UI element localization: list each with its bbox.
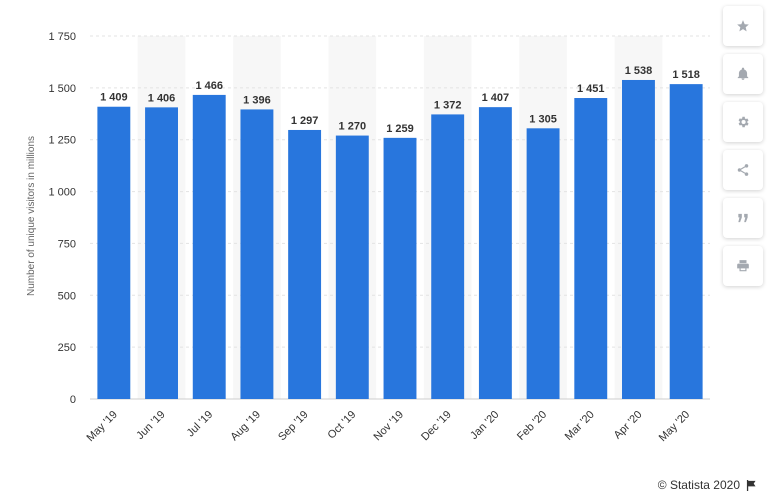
x-tick-label: Jun '19 xyxy=(134,409,167,442)
data-labels: 1 409 1 406 1 466 1 396 1 297 1 270 1 259 1 372… xyxy=(100,65,700,135)
bar[interactable] xyxy=(97,106,131,399)
y-tick-label: 0 xyxy=(70,394,76,406)
flag-icon xyxy=(746,479,756,491)
y-tick-label: 1 000 xyxy=(48,187,76,199)
x-tick-label: May '19 xyxy=(84,409,119,444)
quote-icon xyxy=(738,213,748,223)
bar-value-label: 1 259 xyxy=(386,123,414,135)
y-tick-label: 500 xyxy=(58,290,76,302)
bar[interactable] xyxy=(383,137,417,400)
bars xyxy=(97,79,703,400)
bar-value-label: 1 518 xyxy=(672,69,700,81)
x-tick-label: Mar '20 xyxy=(563,409,597,443)
bar-value-label: 1 270 xyxy=(339,121,367,133)
bar-value-label: 1 407 xyxy=(482,92,510,104)
star-icon xyxy=(737,20,749,32)
bar-value-label: 1 466 xyxy=(195,80,223,92)
x-tick-label: Oct '19 xyxy=(326,409,359,442)
print-icon xyxy=(737,260,749,272)
bell-icon xyxy=(737,67,749,80)
toolbar xyxy=(723,6,767,294)
bar[interactable] xyxy=(192,94,226,399)
bar[interactable] xyxy=(574,98,608,399)
print-button[interactable] xyxy=(723,246,763,286)
y-axis-ticks: 0 250 500 750 1 000 1 250 1 500 1 750 xyxy=(48,31,76,406)
share-icon xyxy=(737,164,749,176)
cite-button[interactable] xyxy=(723,198,763,238)
bar[interactable] xyxy=(145,107,178,399)
favorite-button[interactable] xyxy=(723,6,763,46)
bar-value-label: 1 538 xyxy=(625,65,653,77)
bar-value-label: 1 297 xyxy=(291,115,319,127)
x-tick-label: Aug '19 xyxy=(228,409,263,444)
settings-button[interactable] xyxy=(723,102,763,142)
bar[interactable] xyxy=(622,79,655,399)
x-tick-label: Jul '19 xyxy=(185,409,216,440)
bar[interactable] xyxy=(288,129,322,399)
y-axis-title: Number of unique visitors in millions xyxy=(26,136,37,296)
bar-value-label: 1 406 xyxy=(148,92,176,104)
gear-icon xyxy=(738,116,749,128)
y-tick-label: 1 750 xyxy=(48,31,76,43)
x-tick-label: Nov '19 xyxy=(372,409,407,444)
share-button[interactable] xyxy=(723,150,763,190)
bar-value-label: 1 409 xyxy=(100,92,128,104)
bar[interactable] xyxy=(431,114,465,400)
bar[interactable] xyxy=(669,84,703,400)
x-tick-label: Feb '20 xyxy=(515,409,549,443)
x-axis-ticks: May '19 Jun '19 Jul '19 Aug '19 Sep '19 Oct '… xyxy=(84,409,692,444)
bar[interactable] xyxy=(526,128,560,399)
x-tick-label: May '20 xyxy=(657,409,692,444)
x-tick-label: Jan '20 xyxy=(468,409,501,442)
y-tick-label: 1 250 xyxy=(48,135,76,147)
y-tick-label: 250 xyxy=(58,342,76,354)
bar[interactable] xyxy=(335,135,369,399)
bar-value-label: 1 305 xyxy=(529,113,557,125)
bar-value-label: 1 396 xyxy=(243,94,271,106)
bar[interactable] xyxy=(240,109,274,399)
bar-value-label: 1 372 xyxy=(434,99,462,111)
statista-credit[interactable]: © Statista 2020 xyxy=(658,478,757,492)
x-tick-label: Sep '19 xyxy=(276,409,311,444)
y-tick-label: 750 xyxy=(58,238,76,250)
y-tick-label: 1 500 xyxy=(48,83,76,95)
x-tick-label: Apr '20 xyxy=(612,409,645,442)
x-tick-label: Dec '19 xyxy=(419,409,454,444)
notification-button[interactable] xyxy=(723,54,763,94)
bar-value-label: 1 451 xyxy=(577,83,605,95)
bar[interactable] xyxy=(478,107,512,399)
credit-text: © Statista 2020 xyxy=(657,478,740,492)
